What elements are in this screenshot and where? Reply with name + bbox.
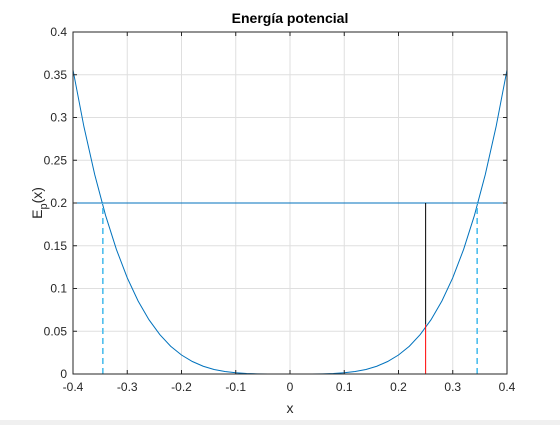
y-tick-label: 0.15: [44, 239, 68, 253]
y-tick-label: 0.25: [44, 153, 68, 167]
x-tick-labels: -0.4 -0.3 -0.2 -0.1 0 0.1 0.2 0.3 0.4: [63, 380, 516, 394]
chart-title: Energía potencial: [232, 10, 349, 26]
x-tick-label: -0.4: [63, 380, 84, 394]
y-tick-label: 0.3: [50, 111, 67, 125]
axes-box: [72, 31, 508, 375]
axes: [72, 31, 508, 375]
x-tick-label: 0.1: [336, 380, 353, 394]
x-tick-label: -0.2: [171, 380, 192, 394]
y-tick-label: 0.35: [44, 68, 68, 82]
y-axis-label-rest: (x): [29, 187, 45, 203]
y-axis-label-subscript: p: [38, 203, 50, 209]
x-tick-label: 0: [287, 380, 294, 394]
x-tick-label: 0.4: [499, 380, 516, 394]
y-tick-labels: 0 0.05 0.1 0.15 0.2 0.25 0.3 0.35 0.4: [44, 25, 68, 381]
x-tick-label: 0.2: [390, 380, 407, 394]
x-tick-label: -0.3: [117, 380, 138, 394]
x-axis-label: x: [287, 400, 294, 416]
x-tick-label: 0.3: [444, 380, 461, 394]
x-tick-label: -0.1: [225, 380, 246, 394]
y-tick-label: 0.2: [50, 196, 67, 210]
y-tick-label: 0.4: [50, 25, 67, 39]
y-tick-label: 0.05: [44, 324, 68, 338]
y-axis-label-main: E: [29, 210, 45, 219]
y-tick-label: 0.1: [50, 282, 67, 296]
y-axis-label: Ep(x): [29, 187, 50, 219]
y-tick-label: 0: [60, 367, 67, 381]
